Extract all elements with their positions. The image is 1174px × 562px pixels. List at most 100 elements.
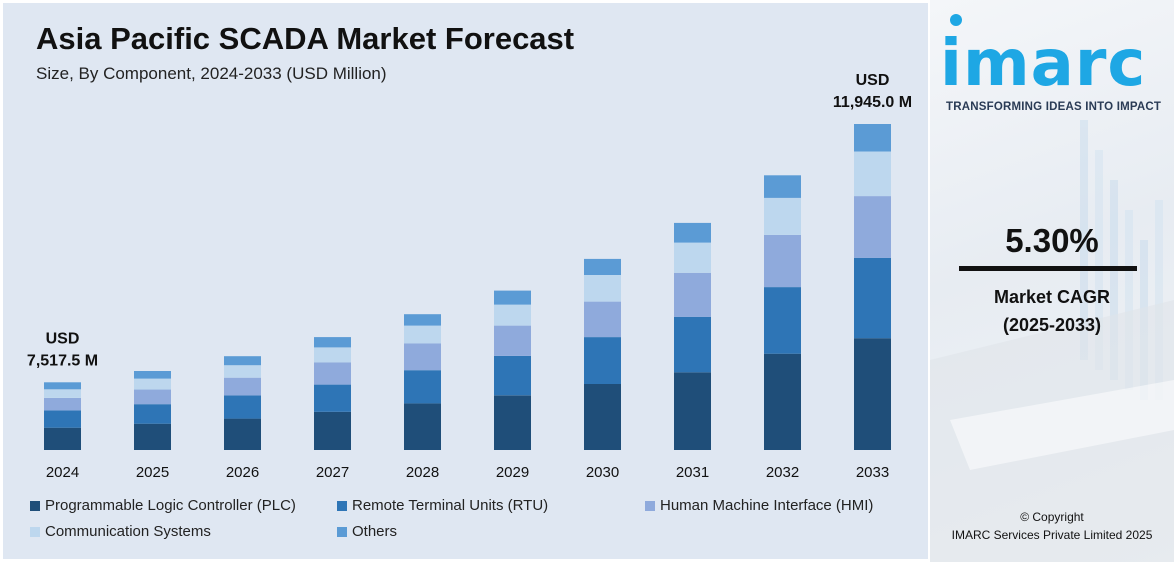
bar-segment-2028-s4	[404, 314, 441, 326]
bar-segment-2027-s4	[314, 337, 351, 348]
legend-label: Remote Terminal Units (RTU)	[352, 497, 549, 514]
bar-segment-2026-s3	[224, 365, 261, 378]
tagline: TRANSFORMING IDEAS INTO IMPACT	[946, 101, 1162, 113]
bar-segment-2030-s2	[584, 301, 621, 338]
legend-swatch	[337, 500, 347, 511]
bar-segment-2026-s4	[224, 356, 261, 366]
bar-segment-2033-s2	[854, 196, 891, 258]
bar-segment-2028-s2	[404, 343, 441, 371]
bar-segment-2027-s0	[314, 411, 351, 450]
legend-item: Programmable Logic Controller (PLC)	[30, 497, 296, 514]
bar-segment-2030-s0	[584, 384, 621, 450]
copyright-line: © Copyright	[1020, 510, 1084, 524]
value-annotations: USD 7,517.5 M USD 11,945.0 M	[27, 72, 912, 369]
bar-segment-2032-s2	[764, 234, 801, 288]
legend-label: Human Machine Interface (HMI)	[660, 497, 874, 514]
bar-segment-2028-s0	[404, 403, 441, 450]
bar-segment-2029-s3	[494, 304, 531, 326]
cagr-label-line2: (2025-2033)	[1002, 315, 1102, 335]
bar-segment-2027-s3	[314, 347, 351, 363]
bar-segment-2031-s3	[674, 242, 711, 273]
cagr-divider	[959, 266, 1137, 271]
annotation-2033-line0: USD	[856, 72, 890, 89]
logo-dot-icon	[950, 14, 962, 26]
bar-segment-2027-s1	[314, 384, 351, 412]
bar-segment-2024-s3	[44, 389, 81, 398]
bar-segment-2025-s0	[134, 423, 171, 450]
bar-segment-2024-s4	[44, 382, 81, 390]
bar-segment-2025-s1	[134, 404, 171, 424]
legend-swatch	[645, 500, 655, 511]
bar-segment-2031-s0	[674, 372, 711, 450]
bar-segment-2024-s1	[44, 410, 81, 428]
x-axis-ticks: 2024 2025 2026 2027 2028 2029 2030 2031 2032 2033	[46, 464, 889, 481]
bar-segment-2030-s3	[584, 274, 621, 302]
legend-item: Communication Systems	[30, 523, 211, 540]
bar-segment-2032-s4	[764, 175, 801, 198]
x-tick-label: 2032	[766, 464, 799, 481]
brand-panel: imarc TRANSFORMING IDEAS INTO IMPACT 5.3…	[930, 0, 1174, 562]
bar-segment-2029-s1	[494, 355, 531, 396]
x-tick-label: 2028	[406, 464, 439, 481]
legend-label: Communication Systems	[45, 523, 211, 540]
x-tick-label: 2027	[316, 464, 349, 481]
legend-label: Programmable Logic Controller (PLC)	[45, 497, 296, 514]
bar-segment-2032-s3	[764, 197, 801, 235]
legend: Programmable Logic Controller (PLC) Remot…	[30, 497, 910, 553]
bar-segment-2024-s2	[44, 398, 81, 411]
cagr-label: Market CAGR (2025-2033)	[930, 283, 1174, 339]
bar-segment-2031-s1	[674, 316, 711, 373]
x-tick-label: 2025	[136, 464, 169, 481]
legend-item: Remote Terminal Units (RTU)	[337, 497, 548, 514]
legend-swatch	[30, 500, 40, 511]
x-tick-label: 2029	[496, 464, 529, 481]
bar-segment-2024-s0	[44, 427, 81, 450]
bar-segment-2026-s2	[224, 377, 261, 396]
legend-swatch	[30, 526, 40, 537]
cagr-label-line1: Market CAGR	[993, 287, 1111, 307]
x-tick-label: 2031	[676, 464, 709, 481]
bar-segment-2033-s0	[854, 338, 891, 450]
bar-segment-2027-s2	[314, 362, 351, 385]
bar-segment-2029-s4	[494, 290, 531, 305]
legend-item: Others	[337, 523, 397, 540]
bar-segment-2032-s1	[764, 287, 801, 354]
x-tick-label: 2033	[856, 464, 889, 481]
x-tick-label: 2030	[586, 464, 619, 481]
annotation-2033-line1: 11,945.0 M	[833, 94, 912, 111]
bar-segment-2032-s0	[764, 353, 801, 450]
copyright: © Copyright IMARC Services Private Limit…	[930, 508, 1174, 544]
bar-segment-2025-s2	[134, 389, 171, 405]
x-tick-label: 2024	[46, 464, 79, 481]
bar-segment-2028-s3	[404, 325, 441, 344]
logo-text: imarc	[940, 27, 1147, 101]
chart-title: Asia Pacific SCADA Market Forecast	[36, 21, 575, 56]
bar-segment-2025-s4	[134, 371, 171, 379]
stacked-bar-chart: 2024 2025 2026 2027 2028 2029 2030 2031 2032 2033…	[27, 72, 912, 481]
bar-segment-2026-s0	[224, 418, 261, 450]
bar-segment-2033-s3	[854, 151, 891, 197]
annotation-2024-line0: USD	[46, 330, 80, 347]
bar-segment-2031-s2	[674, 272, 711, 317]
company-line: IMARC Services Private Limited 2025	[951, 528, 1153, 542]
bar-segment-2033-s1	[854, 257, 891, 339]
annotation-2024-line1: 7,517.5 M	[27, 352, 98, 369]
bar-segment-2030-s4	[584, 258, 621, 275]
bar-segment-2033-s4	[854, 124, 891, 152]
bar-segment-2031-s4	[674, 222, 711, 243]
bar-segment-2029-s2	[494, 325, 531, 356]
bar-segment-2026-s1	[224, 395, 261, 419]
legend-label: Others	[352, 523, 398, 540]
x-tick-label: 2026	[226, 464, 259, 481]
bar-segment-2029-s0	[494, 395, 531, 450]
bar-segment-2028-s1	[404, 370, 441, 404]
cagr-value: 5.30%	[1005, 222, 1099, 259]
bar-segment-2030-s1	[584, 337, 621, 384]
chart-subtitle: Size, By Component, 2024-2033 (USD Milli…	[36, 64, 387, 83]
bars-group	[44, 124, 891, 450]
legend-swatch	[337, 526, 347, 537]
imarc-logo: imarc TRANSFORMING IDEAS INTO IMPACT	[938, 8, 1164, 118]
decorative-chart-background	[930, 120, 1174, 562]
legend-item: Human Machine Interface (HMI)	[645, 497, 873, 514]
bar-segment-2025-s3	[134, 378, 171, 390]
